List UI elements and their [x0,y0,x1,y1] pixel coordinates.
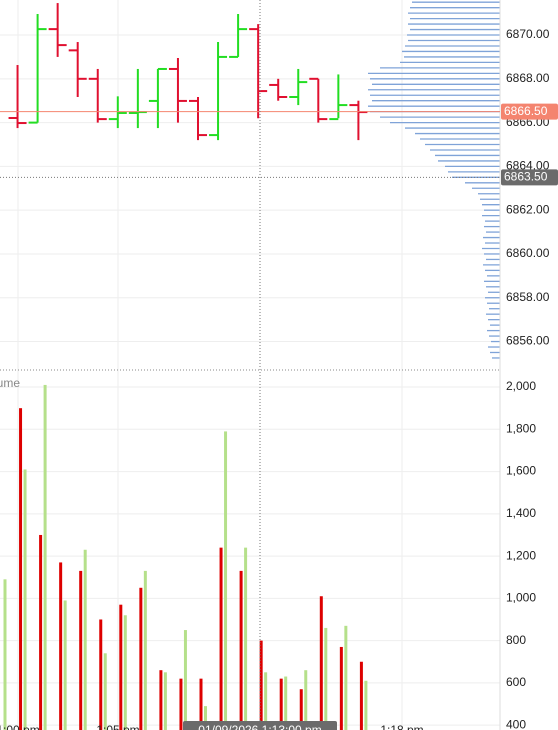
buy-volume-bar [183,630,187,730]
sell-volume-bar [339,646,343,730]
y-tick-label: 1,000 [506,591,536,605]
volume-title: Volume [0,376,20,390]
sell-volume-bar [199,678,203,730]
buy-volume-bar [324,627,328,730]
sell-volume-bar [299,689,303,730]
buy-volume-bar [103,653,107,730]
sell-volume-bar [99,619,103,730]
sell-volume-bar [79,570,83,730]
y-tick-label: 1,400 [506,506,536,520]
buy-volume-bar [364,680,368,730]
y-tick-label: 6856.00 [506,334,550,348]
sell-volume-bar [359,661,363,730]
buy-volume-bar [123,615,127,730]
last-price-box [501,103,558,120]
crosshair-time-label: 01/09/2026 1:13:00 pm [198,723,321,730]
y-tick-label: 6870.00 [506,27,550,41]
buy-volume-bar [163,672,167,730]
y-tick-label: 1,800 [506,421,536,435]
y-tick-label: 6860.00 [506,246,550,260]
buy-volume-bar [204,706,207,730]
sell-volume-bar [159,670,163,730]
sell-volume-bar [179,678,183,730]
y-tick-label: 1,200 [506,548,536,562]
sell-volume-bar [239,570,243,730]
buy-volume-bar [244,547,248,730]
buy-volume-bar [224,431,228,730]
buy-volume-bar [83,549,87,730]
buy-volume-bar [3,579,7,730]
crosshair-time-box [183,721,337,730]
sell-volume-bar [119,604,123,730]
y-tick-label: 2,000 [506,379,536,393]
buy-volume-bar [304,670,308,730]
sell-volume-bar [59,562,63,730]
x-tick-label: 1:00 pm [0,723,40,730]
buy-volume-bar [284,676,288,730]
buy-volume-bar [264,672,268,730]
y-tick-label: 6858.00 [506,290,550,304]
y-tick-label: 400 [506,717,526,730]
x-tick-label: 1:05 pm [96,723,139,730]
y-tick-label: 1,600 [506,464,536,478]
sell-volume-bar [219,547,223,730]
sell-volume-bar [279,678,283,730]
sell-volume-bar [39,534,43,730]
y-tick-label: 6864.00 [506,159,550,173]
sell-volume-bar [19,408,23,730]
y-tick-label: 800 [506,633,526,647]
buy-volume-bar [344,625,348,730]
buy-volume-bar [43,384,47,730]
y-tick-label: 6868.00 [506,71,550,85]
crosshair-price-label: 6863.50 [504,170,548,184]
sell-volume-bar [259,640,263,730]
buy-volume-bar [63,600,67,730]
sell-volume-bar [139,587,143,730]
y-tick-label: 600 [506,675,526,689]
x-tick-label: 1:18 pm [380,723,423,730]
crosshair-price-box [501,169,558,186]
buy-volume-bar [23,469,27,730]
sell-volume-bar [319,596,323,730]
last-price-label: 6866.50 [504,104,548,118]
y-tick-label: 6862.00 [506,202,550,216]
buy-volume-bar [143,570,147,730]
